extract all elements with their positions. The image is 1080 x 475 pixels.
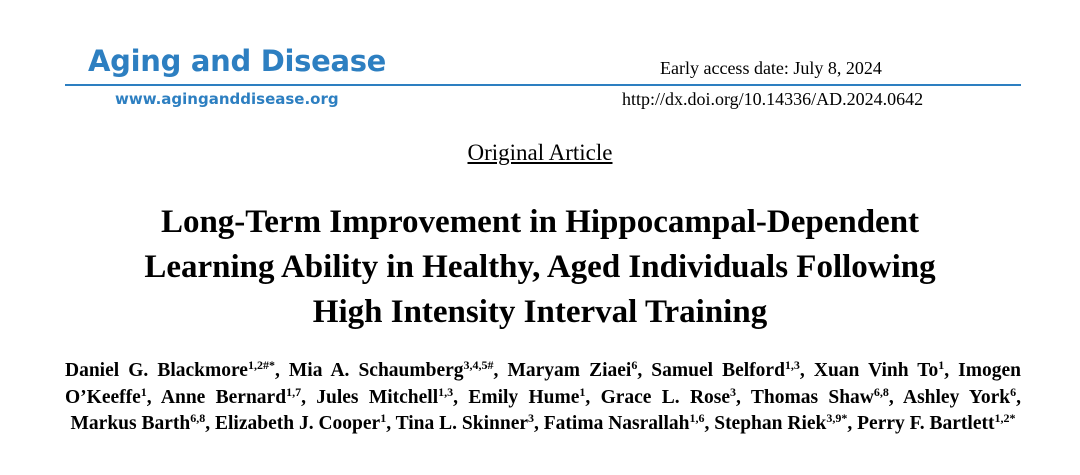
author-name: Fatima Nasrallah <box>543 413 690 434</box>
title-line: High Intensity Interval Training <box>312 294 768 330</box>
author-separator: , <box>386 413 396 434</box>
author-separator: , <box>301 386 317 408</box>
author-affiliation: 1,3 <box>784 358 800 372</box>
author-separator: , <box>205 413 215 434</box>
author-affiliation: 1,2* <box>994 411 1016 425</box>
author-affiliation: 3 <box>528 411 535 425</box>
author-affiliation: 1,2#* <box>247 358 275 372</box>
author-list: Daniel G. Blackmore1,2#*, Mia A. Schaumb… <box>65 358 1021 438</box>
author-affiliation: 3 <box>730 384 737 399</box>
author-name: Daniel G. Blackmore <box>65 360 248 381</box>
author-affiliation: 6,8 <box>190 411 206 425</box>
author-affiliation: 3,4,5# <box>463 358 494 372</box>
author-separator: , <box>736 386 751 408</box>
author-name: Elizabeth J. Cooper <box>215 413 381 434</box>
author-separator: , <box>534 413 544 434</box>
author-separator: , <box>888 386 903 408</box>
author-name: Ashley York <box>903 386 1011 408</box>
title-line: Long-Term Improvement in Hippocampal-Dep… <box>160 204 920 240</box>
author-separator: , <box>1016 386 1021 408</box>
author-name: Perry F. Bartlett <box>857 413 995 434</box>
author-separator: , <box>585 386 601 408</box>
author-name: Tina L. Skinner <box>395 413 529 434</box>
author-separator: , <box>637 360 652 381</box>
article-title: Long-Term Improvement in Hippocampal-Dep… <box>0 200 1080 335</box>
author-separator: , <box>146 386 161 408</box>
title-line: Learning Ability in Healthy, Aged Indivi… <box>144 249 936 285</box>
author-affiliation: 1 <box>938 358 945 372</box>
author-separator: , <box>493 360 508 381</box>
author-affiliation: 6 <box>1010 384 1017 399</box>
author-name: Anne Bernard <box>160 386 287 408</box>
author-name: Markus Barth <box>70 413 191 434</box>
author-name: Samuel Belford <box>651 360 785 381</box>
author-separator: , <box>847 413 858 434</box>
doi: http://dx.doi.org/10.14336/AD.2024.0642 <box>622 89 924 109</box>
author-separator: , <box>704 413 715 434</box>
author-affiliation: 1,3 <box>438 384 454 399</box>
author-separator: , <box>453 386 469 408</box>
author-affiliation: 1,7 <box>286 384 302 399</box>
header-rule <box>65 84 1021 86</box>
author-affiliation: 6 <box>631 358 638 372</box>
author-name: Xuan Vinh To <box>813 360 939 381</box>
author-name: Thomas Shaw <box>750 386 874 408</box>
author-affiliation: 6,8 <box>873 384 889 399</box>
author-name: Grace L. Rose <box>600 386 731 408</box>
access-date: Early access date: July 8, 2024 <box>660 58 882 78</box>
author-affiliation: 1 <box>380 411 387 425</box>
author-separator: , <box>944 360 959 381</box>
author-separator: , <box>274 360 289 381</box>
journal-name: Aging and Disease <box>88 44 387 78</box>
author-separator: , <box>799 360 814 381</box>
article-type: Original Article <box>467 140 613 165</box>
author-name: Imogen O’Keeffe <box>65 360 1022 408</box>
author-name: Mia A. Schaumberg <box>288 360 464 381</box>
journal-website: www.aginganddisease.org <box>115 90 339 108</box>
author-affiliation: 1 <box>140 384 147 399</box>
author-name: Stephan Riek <box>714 413 827 434</box>
author-affiliation: 1,6 <box>689 411 705 425</box>
author-affiliation: 1 <box>579 384 586 399</box>
author-name: Jules Mitchell <box>316 386 439 408</box>
author-name: Emily Hume <box>468 386 580 408</box>
author-name: Maryam Ziaei <box>507 360 632 381</box>
author-affiliation: 3,9* <box>826 411 848 425</box>
